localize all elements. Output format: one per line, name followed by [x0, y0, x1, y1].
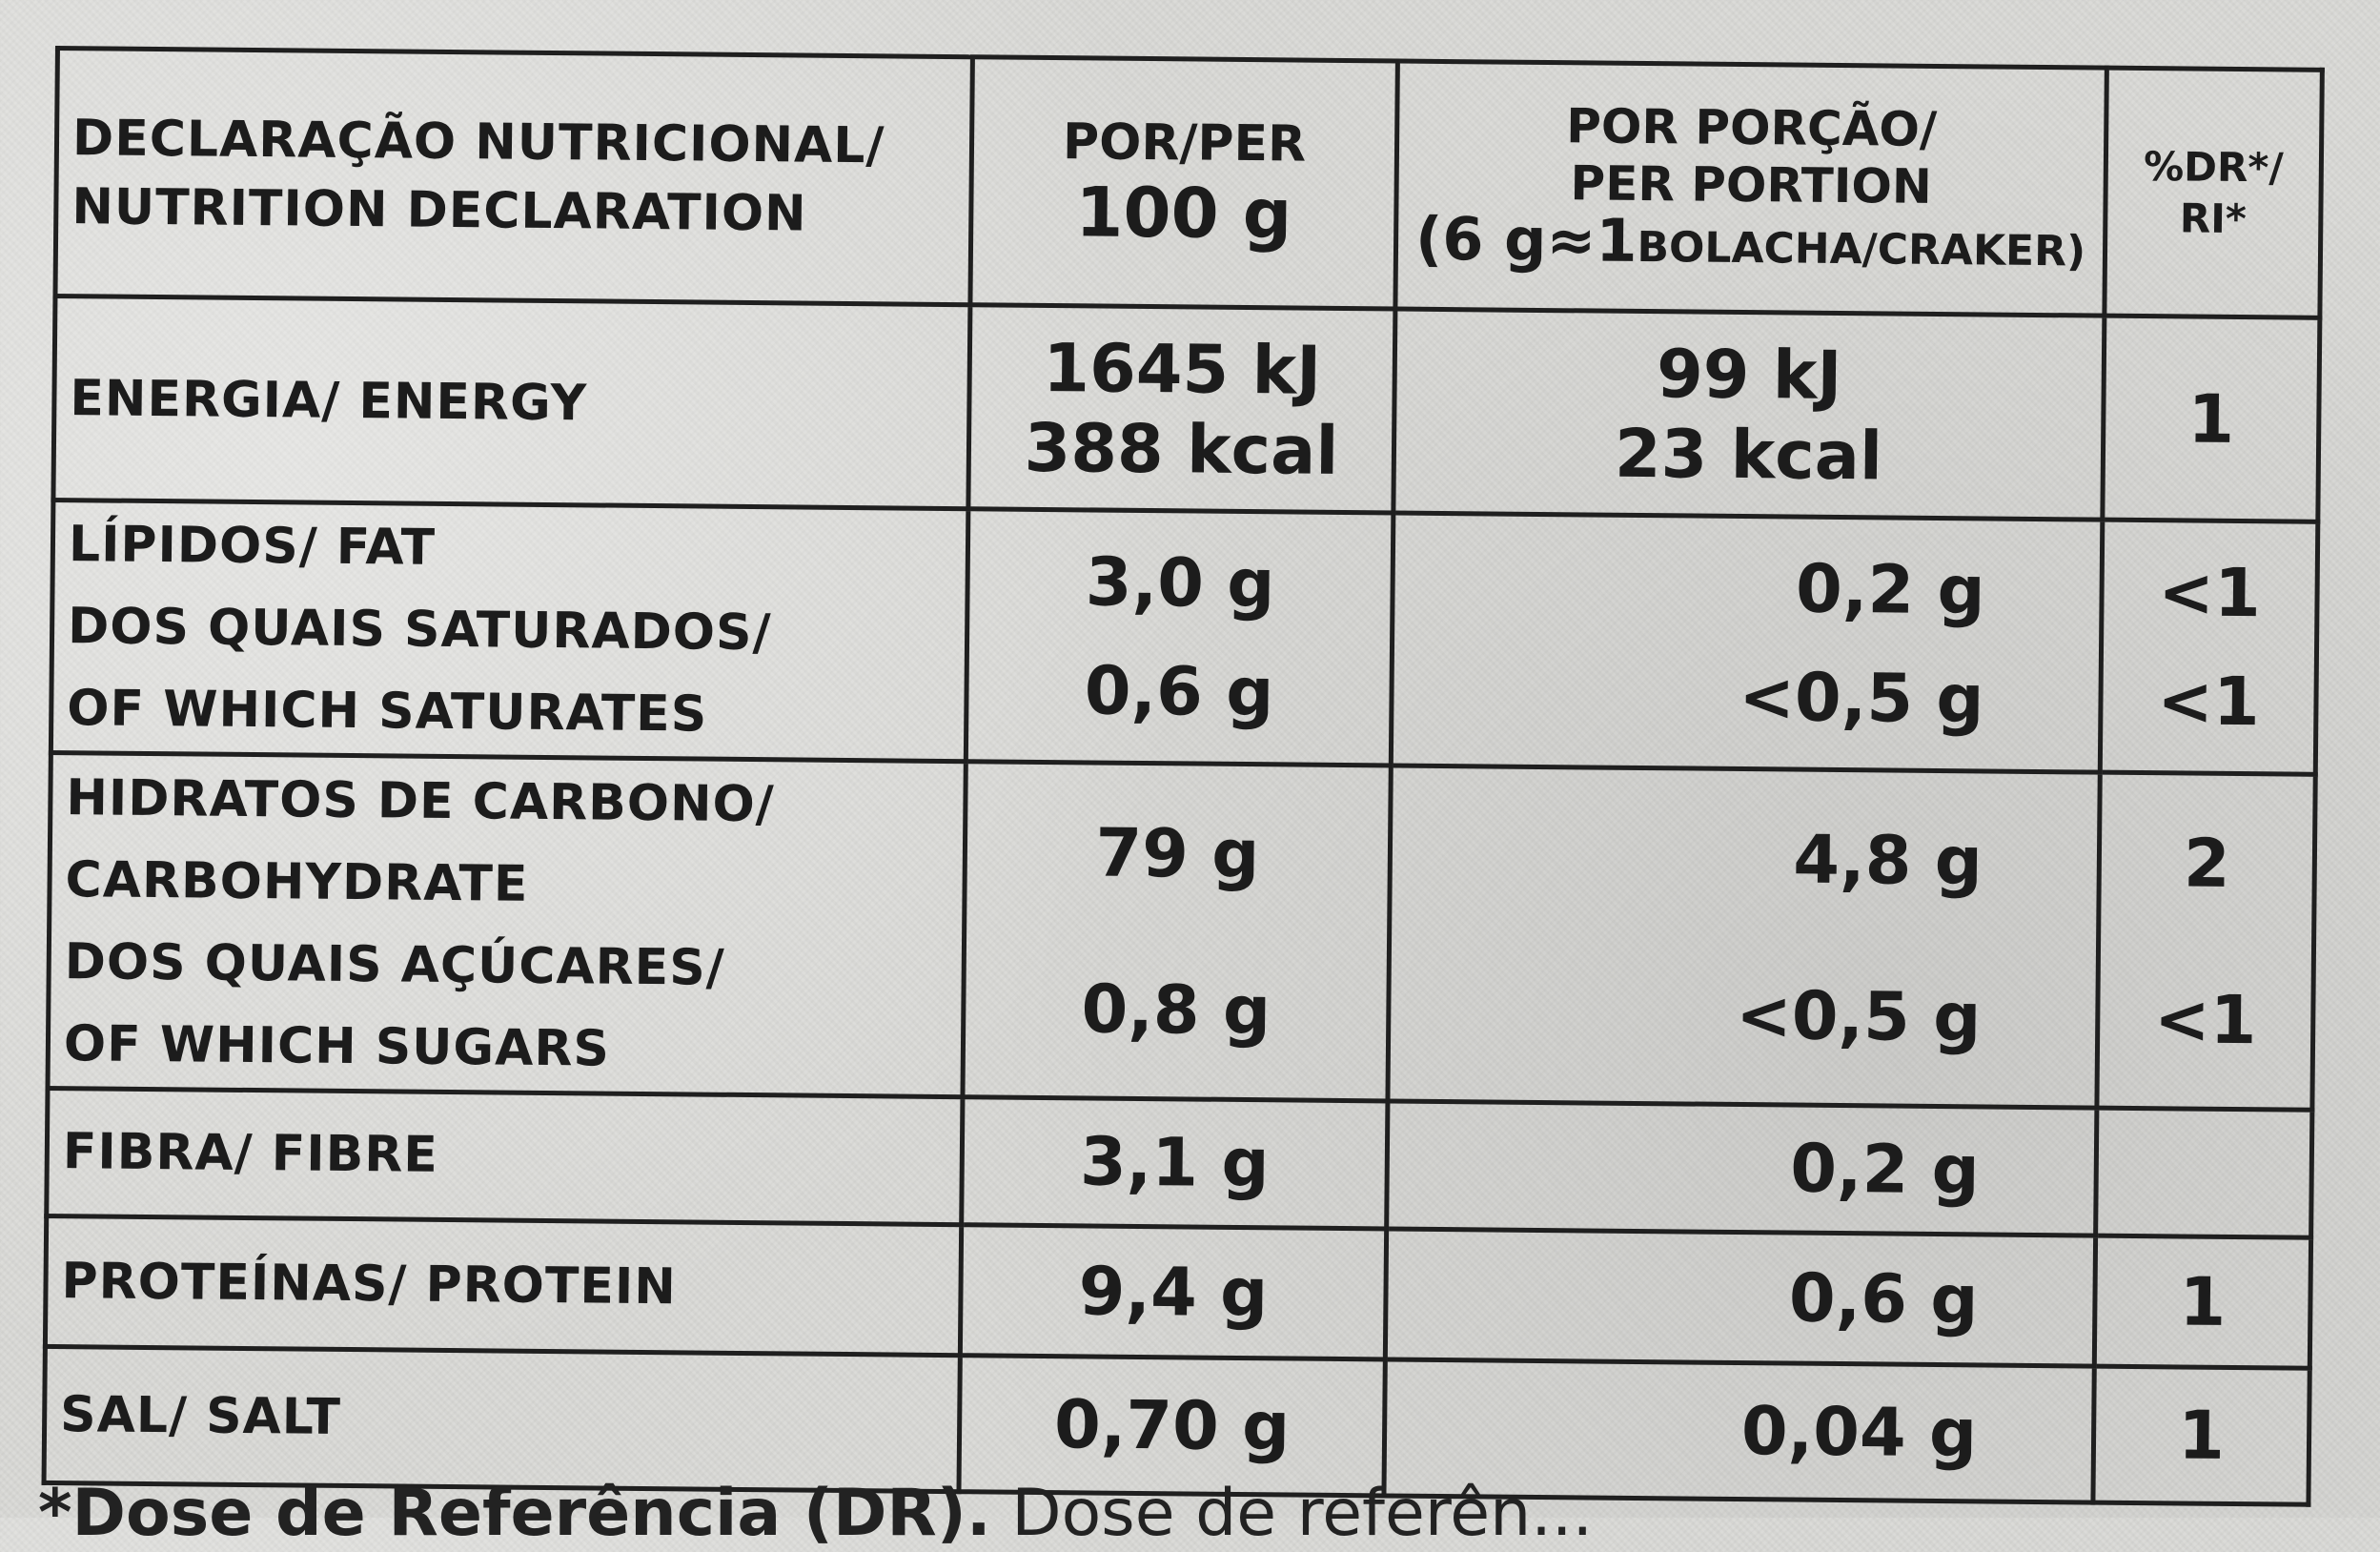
fat-per100: 3,0 g [1085, 542, 1275, 623]
protein-dr: 1 [2094, 1235, 2311, 1368]
saturates-dr: <1 [2156, 662, 2261, 742]
header-dr-line2: RI* [2179, 194, 2248, 242]
sugars-per100: 0,8 g [1081, 970, 1271, 1051]
carbohydrate-per100: 79 g [1095, 813, 1260, 894]
fibre-label: FIBRA/ FIBRE [46, 1088, 963, 1225]
fat-portion-cell: 0,2 g <0,5 g [1391, 513, 2103, 773]
carbohydrate-label-en: CARBOHYDRATE [65, 851, 529, 913]
fat-portion: 0,2 g [1795, 549, 1985, 630]
energy-row: ENERGIA/ ENERGY 1645 kJ 388 kcal 99 kJ 2… [52, 296, 2320, 522]
energy-portion-kcal: 23 kcal [1614, 414, 1883, 496]
energy-per100-kcal: 388 kcal [1024, 408, 1339, 490]
fibre-portion: 0,2 g [1386, 1101, 2097, 1235]
fat-row: LÍPIDOS/ FAT DOS QUAIS SATURADOS/ OF WHI… [51, 500, 2318, 775]
carbohydrate-per100-cell: 79 g 0,8 g [962, 762, 1392, 1102]
sugars-label-pt: DOS QUAIS AÇÚCARES/ [64, 933, 725, 997]
carbohydrate-dr: 2 [2183, 824, 2231, 903]
header-per100-cell: POR/PER 100 g [969, 56, 1398, 310]
header-portion-paren-close: BOLACHA/CRAKER) [1637, 223, 2086, 276]
header-per100-line1: POR/PER [1062, 112, 1307, 174]
header-portion-paren-open: (6 g≈1 [1414, 203, 1638, 276]
header-dr-cell: %DR*/ RI* [2104, 68, 2323, 318]
header-row: DECLARAÇÃO NUTRICIONAL/ NUTRITION DECLAR… [54, 48, 2323, 318]
header-title-en: NUTRITION DECLARATION [71, 177, 807, 243]
carbohydrate-portion-cell: 4,8 g <0,5 g [1387, 766, 2101, 1109]
header-portion-line3: (6 g≈1BOLACHA/CRAKER) [1412, 204, 2090, 281]
header-per100-line2: 100 g [1075, 171, 1292, 255]
protein-per100: 9,4 g [960, 1224, 1387, 1359]
footnote-cropped: *Dose de Referência (DR). Dose de referê… [38, 1476, 1593, 1552]
sugars-portion: <0,5 g [1735, 975, 1982, 1057]
energy-per100-kj: 1645 kJ [1043, 328, 1322, 410]
salt-dr: 1 [2092, 1365, 2310, 1505]
protein-portion: 0,6 g [1385, 1228, 2096, 1366]
fat-dr-cell: <1 <1 [2100, 520, 2318, 775]
fibre-dr [2095, 1108, 2312, 1237]
header-portion-cell: POR PORÇÃO/ PER PORTION (6 g≈1BOLACHA/CR… [1394, 61, 2107, 317]
header-title-pt: DECLARAÇÃO NUTRICIONAL/ [71, 109, 885, 174]
fat-label: LÍPIDOS/ FAT [68, 516, 437, 578]
header-dr-line1: %DR*/ [2143, 142, 2284, 192]
footnote-bold: *Dose de Referência (DR). [38, 1476, 991, 1551]
fat-per100-cell: 3,0 g 0,6 g [966, 508, 1393, 766]
nutrition-table: DECLARAÇÃO NUTRICIONAL/ NUTRITION DECLAR… [42, 46, 2325, 1507]
salt-per100: 0,70 g [958, 1355, 1386, 1496]
fibre-row: FIBRA/ FIBRE 3,1 g 0,2 g [46, 1088, 2312, 1237]
protein-row: PROTEÍNAS/ PROTEIN 9,4 g 0,6 g 1 [45, 1215, 2311, 1368]
carbohydrate-dr-cell: 2 <1 [2096, 772, 2316, 1111]
carbohydrate-portion: 4,8 g [1793, 820, 1983, 901]
fat-dr: <1 [2158, 553, 2262, 633]
header-portion-line1: POR PORÇÃO/ [1566, 98, 1938, 158]
sugars-label-en: OF WHICH SUGARS [63, 1015, 611, 1078]
carbohydrate-label-pt: HIDRATOS DE CARBONO/ [66, 769, 775, 834]
carbohydrate-label-cell: HIDRATOS DE CARBONO/ CARBOHYDRATE DOS QU… [47, 752, 966, 1098]
saturates-label-en: OF WHICH SATURATES [67, 680, 708, 744]
saturates-label-pt: DOS QUAIS SATURADOS/ [67, 598, 772, 663]
nutrition-label-photo: DECLARAÇÃO NUTRICIONAL/ NUTRITION DECLAR… [38, 46, 2325, 1551]
fibre-per100: 3,1 g [961, 1097, 1388, 1229]
energy-per100-cell: 1645 kJ 388 kcal [967, 304, 1395, 514]
energy-portion-cell: 99 kJ 23 kcal [1393, 309, 2105, 521]
saturates-per100: 0,6 g [1084, 651, 1274, 732]
salt-label: SAL/ SALT [44, 1346, 961, 1492]
header-title-cell: DECLARAÇÃO NUTRICIONAL/ NUTRITION DECLAR… [54, 48, 973, 305]
energy-label: ENERGIA/ ENERGY [52, 296, 970, 509]
fat-label-cell: LÍPIDOS/ FAT DOS QUAIS SATURADOS/ OF WHI… [51, 500, 968, 763]
carbohydrate-row: HIDRATOS DE CARBONO/ CARBOHYDRATE DOS QU… [47, 752, 2316, 1111]
saturates-portion: <0,5 g [1738, 658, 1984, 739]
protein-label: PROTEÍNAS/ PROTEIN [45, 1215, 962, 1356]
footnote-light: Dose de referên... [990, 1476, 1594, 1551]
sugars-dr: <1 [2153, 980, 2257, 1060]
energy-portion-kj: 99 kJ [1656, 334, 1842, 415]
energy-dr: 1 [2102, 316, 2320, 522]
